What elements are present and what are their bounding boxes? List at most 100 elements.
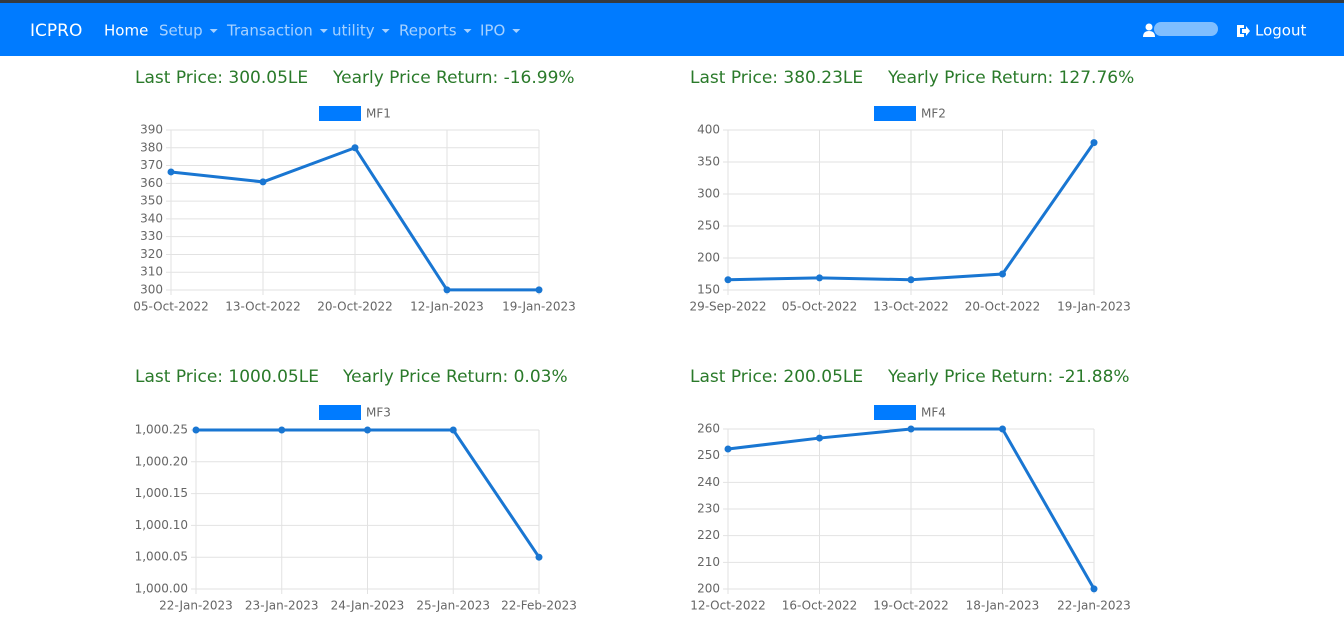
data-point [449,426,457,434]
nav-item[interactable]: Transaction [226,22,313,40]
nav-item[interactable]: Reports [399,22,457,40]
nav-item[interactable]: Home [104,22,148,40]
data-point [192,426,200,434]
y-tick-label: 340 [140,211,163,225]
y-tick-label: 1,000.05 [135,550,188,564]
y-tick-label: 320 [140,247,163,261]
dropdown-caret [512,29,521,33]
x-tick-label: 16-Oct-2022 [782,599,858,613]
x-tick-label: 19-Jan-2023 [1057,300,1131,314]
data-point [535,553,543,561]
nav-item[interactable]: IPO [480,22,505,40]
last-price: Last Price: 1000.05LE [135,367,319,387]
data-point [816,434,823,442]
last-price: Last Price: 300.05LE [135,68,308,88]
data-point [724,276,732,284]
data-point [167,168,175,176]
blurred-username [1154,22,1218,36]
top-strip [0,0,1344,3]
dropdown-caret [381,29,390,33]
x-tick-label: 22-Jan-2023 [1057,599,1131,613]
x-tick-label: 24-Jan-2023 [331,599,405,613]
legend-label: MF4 [921,406,946,420]
legend-label: MF1 [366,107,391,121]
dropdown-caret [209,29,218,33]
data-point [443,286,451,294]
last-price: Last Price: 200.05LE [690,367,863,387]
x-tick-label: 05-Oct-2022 [782,300,858,314]
x-tick-label: 20-Oct-2022 [317,300,393,314]
dropdown-caret [463,29,472,33]
legend-swatch [319,405,361,420]
data-point [351,144,359,152]
data-point [259,178,267,186]
logout-icon [1237,25,1250,37]
x-tick-label: 25-Jan-2023 [416,599,490,613]
y-tick-label: 250 [697,219,720,233]
nav-item[interactable]: Setup [159,22,203,40]
y-tick-label: 310 [140,265,163,279]
user[interactable] [1143,22,1218,37]
data-point [999,270,1006,278]
yearly-return: Yearly Price Return: 127.76% [887,68,1134,88]
nav-item[interactable]: utility [332,22,375,40]
x-tick-label: 29-Sep-2022 [689,300,766,314]
x-tick-label: 13-Oct-2022 [225,300,301,314]
y-tick-label: 360 [140,176,163,190]
user-icon-head [1145,23,1153,31]
y-tick-label: 220 [697,528,720,542]
y-tick-label: 300 [140,283,163,297]
data-point [999,425,1006,433]
y-tick-label: 1,000.20 [135,454,188,468]
y-tick-label: 240 [697,475,720,489]
legend-swatch [319,106,361,121]
data-point [907,276,915,284]
legend-label: MF3 [366,406,391,420]
y-tick-label: 200 [697,251,720,265]
x-tick-label: 19-Jan-2023 [502,300,576,314]
y-tick-label: 150 [697,283,720,297]
data-point [816,274,823,282]
yearly-return: Yearly Price Return: -16.99% [332,68,575,88]
data-point [278,426,286,434]
y-tick-label: 1,000.10 [135,518,188,532]
data-point [364,426,371,434]
data-point [535,286,543,294]
y-tick-label: 1,000.25 [135,423,188,437]
logout-link[interactable]: Logout [1255,22,1306,40]
y-tick-label: 350 [140,194,163,208]
y-tick-label: 1,000.15 [135,486,188,500]
last-price: Last Price: 380.23LE [690,68,863,88]
y-tick-label: 370 [140,158,163,172]
legend-swatch [874,405,916,420]
y-tick-label: 1,000.00 [135,582,188,596]
dropdown-caret [319,29,328,33]
x-tick-label: 19-Oct-2022 [873,599,949,613]
x-tick-label: 23-Jan-2023 [245,599,319,613]
y-tick-label: 200 [697,582,720,596]
legend-swatch [874,106,916,121]
x-tick-label: 05-Oct-2022 [133,300,209,314]
x-tick-label: 22-Feb-2023 [501,599,577,613]
y-tick-label: 250 [697,448,720,462]
legend-label: MF2 [921,107,946,121]
y-tick-label: 260 [697,422,720,436]
y-tick-label: 400 [697,123,720,137]
yearly-return: Yearly Price Return: -21.88% [887,367,1130,387]
x-tick-label: 20-Oct-2022 [965,300,1041,314]
y-tick-label: 350 [697,155,720,169]
brand[interactable]: ICPRO [30,21,82,41]
user-icon-body [1143,31,1155,37]
yearly-return: Yearly Price Return: 0.03% [342,367,568,387]
y-tick-label: 210 [697,555,720,569]
x-tick-label: 12-Oct-2022 [690,599,766,613]
x-tick-label: 12-Jan-2023 [410,300,484,314]
y-tick-label: 380 [140,140,163,154]
y-tick-label: 330 [140,229,163,243]
data-point [1090,139,1098,147]
x-tick-label: 22-Jan-2023 [159,599,233,613]
data-point [724,445,732,453]
navbar [0,3,1344,56]
